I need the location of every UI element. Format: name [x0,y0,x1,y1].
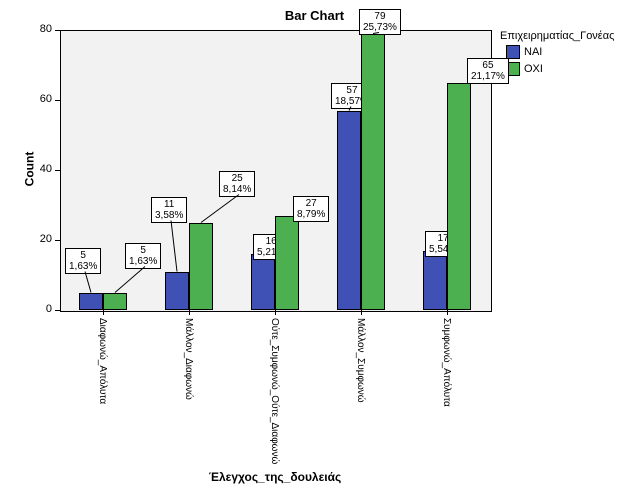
y-tick-label: 0 [32,303,52,315]
bar [361,34,385,311]
legend: Επιχειρηματίας_Γονέας NAI OXI [500,30,614,76]
y-tick-label: 80 [32,23,52,35]
data-label: 7925,73% [359,9,401,35]
data-label: 51,63% [65,248,101,274]
legend-label: OXI [524,63,543,75]
y-tick-mark [55,170,60,171]
x-tick-mark [447,310,448,315]
x-tick-label: Ούτε_Συμφωνώ_Ούτε_Διαφωνώ [269,318,280,464]
bar [251,254,275,310]
bar [165,272,189,311]
y-tick-label: 40 [32,163,52,175]
x-tick-mark [275,310,276,315]
data-label: 6521,17% [467,58,509,84]
y-tick-label: 20 [32,233,52,245]
x-tick-mark [103,310,104,315]
legend-title: Επιχειρηματίας_Γονέας [500,30,614,42]
bar [337,111,361,311]
data-label: 278,79% [293,196,329,222]
x-tick-mark [361,310,362,315]
bar [79,293,103,311]
legend-label: NAI [524,46,542,58]
x-axis-label: Έλεγχος_της_δουλειάς [60,470,490,484]
y-tick-mark [55,30,60,31]
bar [447,83,471,311]
bar [275,216,299,311]
data-label: 258,14% [219,171,255,197]
chart-title: Bar Chart [0,8,629,23]
x-tick-label: Διαφωνώ_Απόλυτα [97,318,108,404]
y-tick-label: 60 [32,93,52,105]
bar [189,223,213,311]
data-label: 113,58% [151,197,187,223]
data-label: 51,63% [125,243,161,269]
y-tick-mark [55,240,60,241]
bar [103,293,127,311]
x-tick-label: Μάλλον_Διαφωνώ [183,318,194,400]
chart-container: Bar Chart Count Έλεγχος_της_δουλειάς Επι… [0,0,629,504]
legend-item: OXI [500,62,614,76]
legend-item: NAI [500,45,614,59]
bar [423,251,447,311]
x-tick-mark [189,310,190,315]
y-tick-mark [55,310,60,311]
x-tick-label: Μάλλον_Συμφωνώ [355,318,366,403]
x-tick-label: Συμφωνώ_Απόλυτα [441,318,452,407]
y-tick-mark [55,100,60,101]
